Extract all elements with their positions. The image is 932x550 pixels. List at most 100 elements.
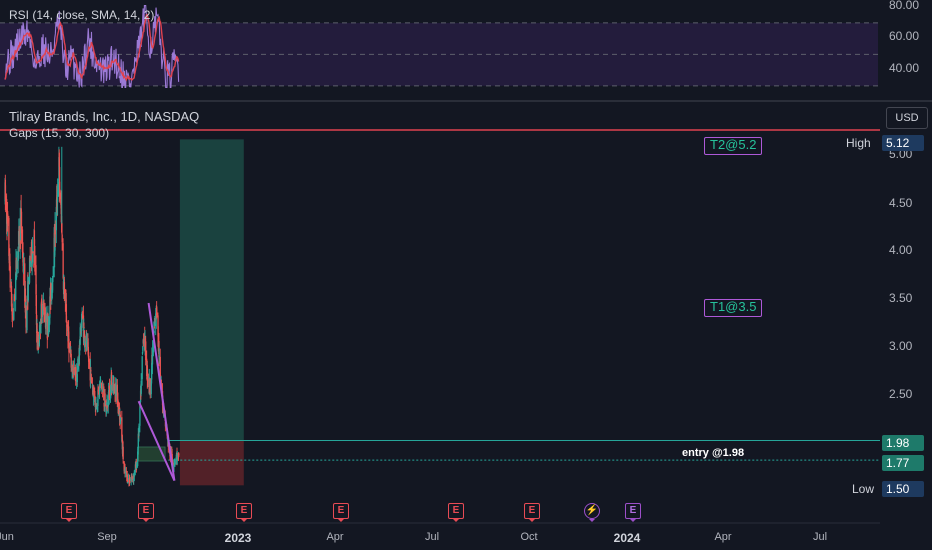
earnings-event-3[interactable]: E: [236, 503, 252, 522]
x-label-2024: 2024: [613, 531, 641, 545]
candle-body-232: [108, 386, 111, 399]
currency-button[interactable]: USD: [886, 107, 928, 129]
rsi-tick-80: 80.00: [889, 0, 920, 12]
candle-body-147: [70, 353, 72, 368]
candle-body-370: [171, 454, 173, 459]
candle-body-128: [62, 243, 64, 278]
candle-body-337: [156, 312, 158, 314]
candle-body-207: [97, 386, 99, 392]
x-label-2023: 2023: [224, 531, 252, 545]
candle-body-174: [83, 325, 85, 335]
rsi-title[interactable]: RSI (14, close, SMA, 14, 2): [9, 8, 155, 22]
candle-body-247: [115, 386, 118, 396]
price-tick-2.50: 2.50: [889, 387, 913, 401]
candle-body-197: [93, 386, 95, 393]
candle-body-37: [20, 211, 23, 234]
candle-body-152: [72, 368, 75, 370]
candle-body-47: [25, 308, 27, 328]
price-tick-4.00: 4.00: [889, 243, 913, 257]
candle-body-248: [116, 384, 118, 401]
candle-body-48: [26, 298, 28, 331]
symbol-title[interactable]: Tilray Brands, Inc., 1D, NASDAQ: [9, 109, 200, 124]
candle-body-297: [138, 426, 140, 437]
x-label-sep: Sep: [97, 531, 117, 543]
candle-body-242: [113, 383, 115, 388]
earnings-event-6[interactable]: E: [524, 503, 540, 522]
wedge-upper-trendline: [147, 302, 176, 481]
x-label-jun: Jun: [0, 531, 14, 543]
candle-body-206: [97, 389, 99, 407]
candle-body-66: [34, 245, 36, 266]
candle-body-7: [7, 218, 9, 222]
candle-body-62: [32, 251, 34, 254]
candle-body-3: [6, 198, 8, 224]
low-label: Low: [852, 482, 875, 496]
upcoming-earnings-event[interactable]: E: [625, 503, 641, 522]
rsi-tick-60: 60.00: [889, 29, 920, 43]
candle-body-212: [99, 379, 102, 384]
wedge-lower-trendline: [137, 400, 176, 482]
entry-annotation[interactable]: entry @1.98: [682, 447, 745, 459]
candle-body-342: [158, 355, 160, 360]
target1-label[interactable]: T1@3.5: [704, 299, 763, 317]
candle-body-117: [57, 190, 59, 203]
candle-body-322: [149, 378, 151, 395]
candle-body-107: [52, 276, 54, 278]
candle-body-190: [90, 370, 92, 372]
candle-body-267: [124, 471, 127, 474]
candle-body-327: [151, 349, 154, 365]
candle-body-258: [121, 417, 123, 442]
candle-body-263: [123, 461, 125, 472]
candle-body-56: [29, 255, 31, 263]
candle-body-60: [31, 262, 33, 267]
candle-body-157: [75, 378, 77, 379]
candle-body-22: [14, 296, 16, 300]
candle-body-185: [87, 355, 90, 362]
high-label: High: [846, 136, 871, 150]
candle-body-187: [88, 358, 90, 364]
candle-body-281: [131, 475, 133, 477]
candle-body-374: [173, 464, 175, 467]
candle-body-176: [83, 330, 86, 343]
candle-body-52: [27, 277, 29, 301]
candle-body-177: [84, 341, 86, 346]
candle-body-77: [38, 325, 41, 340]
rsi-ma-line: [4, 13, 180, 82]
candle-body-236: [110, 372, 113, 391]
candle-body-23: [15, 273, 17, 300]
candle-body-103: [51, 284, 53, 300]
x-label-jul-2024: Jul: [812, 531, 828, 543]
candle-body-317: [147, 379, 149, 382]
candle-body-8: [8, 217, 10, 257]
candle-body-312: [145, 341, 147, 361]
candle-body-112: [54, 224, 57, 235]
gaps-indicator-title[interactable]: Gaps (15, 30, 300): [9, 126, 110, 140]
candle-body-38: [21, 229, 24, 253]
candle-body-79: [40, 325, 42, 334]
low-value-tag: 1.50: [882, 481, 924, 497]
candle-body-92: [45, 315, 48, 323]
earnings-event-2[interactable]: E: [138, 503, 154, 522]
target2-label[interactable]: T2@5.2: [704, 137, 763, 155]
earnings-event-4[interactable]: E: [333, 503, 349, 522]
x-label-oct-2023: Oct: [520, 531, 538, 543]
candle-body-172: [81, 315, 84, 319]
candle-body-142: [68, 338, 70, 353]
candle-body-61: [31, 250, 34, 263]
candle-body-292: [136, 464, 138, 468]
earnings-event-1[interactable]: E: [61, 503, 77, 522]
earnings-event-5[interactable]: E: [448, 503, 464, 522]
rsi-line: [4, 5, 180, 88]
candle-body-122: [59, 189, 61, 200]
candle-body-137: [66, 325, 68, 327]
candle-body-198: [94, 391, 96, 403]
dividend-event-icon[interactable]: ⚡: [584, 503, 600, 522]
target-zone: [179, 139, 244, 441]
candle-body-121: [58, 167, 61, 190]
candle-body-20: [13, 295, 15, 311]
candle-body-97: [47, 321, 50, 335]
candle-body-202: [95, 404, 97, 410]
candle-body-385: [178, 454, 180, 456]
candle-body-32: [18, 228, 20, 244]
